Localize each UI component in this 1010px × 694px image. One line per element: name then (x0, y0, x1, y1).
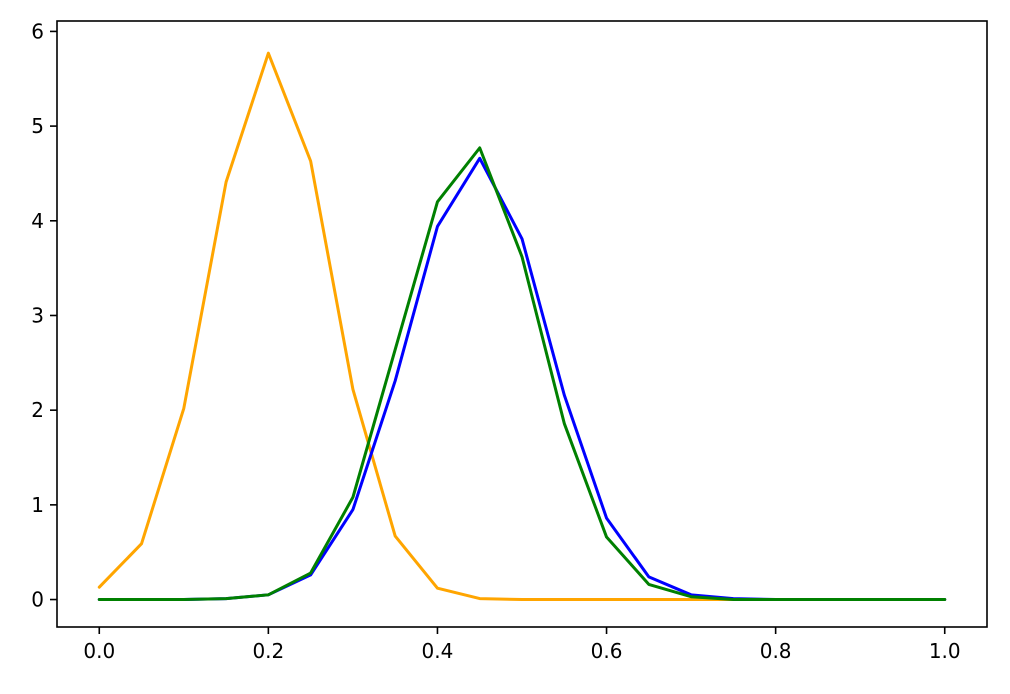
y-tick-label: 3 (31, 303, 44, 327)
series-layer (97, 51, 947, 602)
y-tick-label: 4 (31, 209, 44, 233)
x-tick-label: 0.0 (83, 639, 115, 663)
y-tick-label: 6 (31, 19, 44, 43)
y-axis: 0 1 2 3 4 5 6 (31, 19, 57, 612)
y-tick-label: 2 (31, 398, 44, 422)
series-line-2 (97, 156, 947, 602)
x-tick-label: 1.0 (929, 639, 961, 663)
y-tick-label: 0 (31, 588, 44, 612)
x-tick-label: 0.6 (591, 639, 623, 663)
y-tick-label: 5 (31, 114, 44, 138)
x-tick-label: 0.8 (760, 639, 792, 663)
plot-area-frame (56, 20, 988, 628)
series-line-3 (97, 146, 947, 602)
x-tick-label: 0.4 (422, 639, 454, 663)
y-tick-label: 1 (31, 493, 44, 517)
x-axis: 0.0 0.2 0.4 0.6 0.8 1.0 (83, 627, 961, 663)
series-line-1 (97, 51, 947, 602)
x-tick-label: 0.2 (252, 639, 284, 663)
